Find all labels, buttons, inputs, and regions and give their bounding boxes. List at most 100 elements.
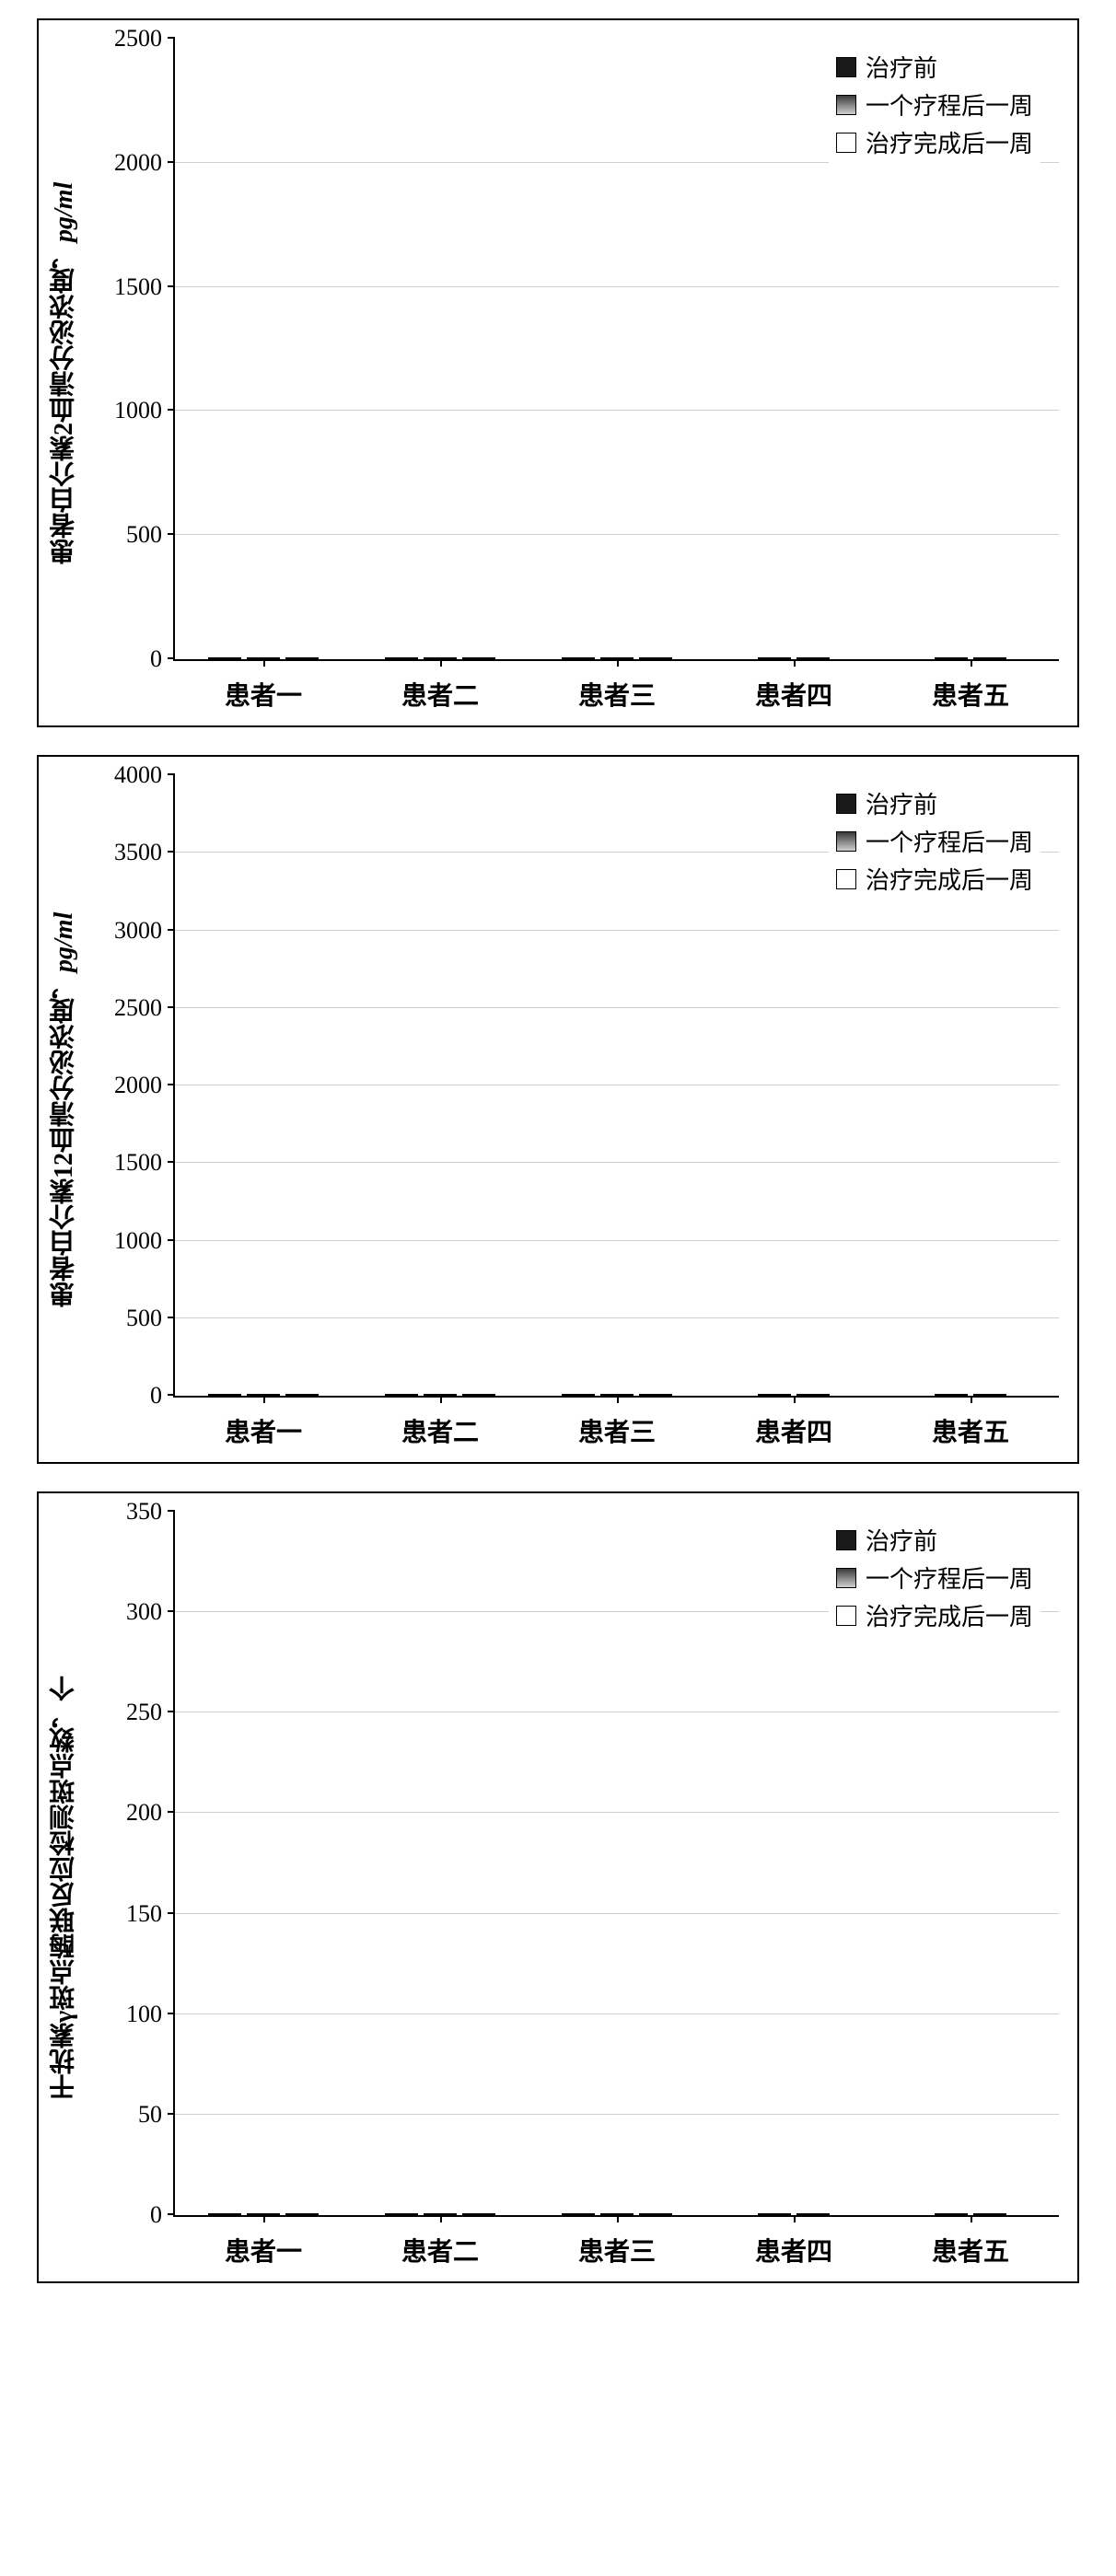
bar-after_all (462, 657, 495, 659)
y-tick-label: 150 (126, 1900, 175, 1928)
plot-outer: 05001000150020002500患者一患者二患者三患者四患者五治疗前一个… (90, 20, 1077, 725)
bar-group (175, 2213, 352, 2215)
x-tick-label: 患者五 (932, 2232, 1009, 2269)
y-tick-label: 3500 (114, 839, 175, 866)
bar-before (208, 657, 241, 659)
legend-swatch (836, 133, 856, 153)
y-tick-label: 3000 (114, 917, 175, 945)
bar-after_all (639, 657, 672, 659)
y-tick-label: 1500 (114, 1149, 175, 1177)
y-tick-label: 0 (150, 2201, 175, 2229)
bar-after_one (796, 2213, 830, 2215)
bar-after_one (973, 657, 1006, 659)
y-axis-label-text: 患者白介素2血清分泌浓度， (46, 242, 83, 564)
y-tick-label: 250 (126, 1699, 175, 1726)
bar-after_one (600, 1394, 634, 1396)
bar-after_one (424, 2213, 457, 2215)
y-tick-label: 350 (126, 1498, 175, 1526)
legend-item: 治疗前 (836, 786, 1033, 820)
y-tick-label: 0 (150, 645, 175, 673)
bar-after_all (285, 657, 319, 659)
bar-after_all (462, 1394, 495, 1396)
x-labels: 患者一患者二患者三患者四患者五 (175, 2232, 1059, 2269)
bar-group (705, 2213, 882, 2215)
x-labels: 患者一患者二患者三患者四患者五 (175, 676, 1059, 713)
bar-before (562, 1394, 595, 1396)
y-tick-label: 300 (126, 1598, 175, 1626)
plot-outer: 05001000150020002500300035004000患者一患者二患者… (90, 757, 1077, 1462)
bar-group (352, 1394, 529, 1396)
chart-panel-il2: 患者白介素2血清分泌浓度，pg/ml05001000150020002500患者… (37, 18, 1079, 727)
bar-after_one (796, 657, 830, 659)
x-tick-label: 患者四 (755, 1412, 832, 1449)
legend-label: 治疗前 (866, 786, 937, 820)
x-tick-label: 患者二 (401, 1412, 479, 1449)
y-tick-label: 100 (126, 2001, 175, 2028)
bar-group (882, 657, 1059, 659)
x-tick-label: 患者一 (225, 1412, 302, 1449)
x-tick-label: 患者二 (401, 2232, 479, 2269)
legend-label: 治疗前 (866, 50, 937, 84)
legend-label: 一个疗程后一周 (866, 87, 1033, 122)
y-tick-label: 500 (126, 521, 175, 549)
y-axis-label: 患者白介素2血清分泌浓度，pg/ml (39, 20, 90, 725)
x-tick-label: 患者一 (225, 2232, 302, 2269)
legend-swatch (836, 831, 856, 852)
x-tick-mark (440, 659, 442, 667)
x-tick-mark (617, 659, 619, 667)
legend-item: 治疗前 (836, 50, 1033, 84)
y-axis-label-text: 患者白介素12血清分泌浓度， (46, 972, 83, 1307)
bar-after_one (247, 657, 280, 659)
legend-label: 治疗完成后一周 (866, 1598, 1033, 1632)
x-tick-mark (263, 2215, 265, 2222)
bar-group (705, 657, 882, 659)
legend-item: 一个疗程后一周 (836, 87, 1033, 122)
y-tick-label: 2500 (114, 994, 175, 1022)
x-tick-label: 患者三 (578, 1412, 656, 1449)
y-tick-label: 1500 (114, 273, 175, 301)
bar-after_all (462, 2213, 495, 2215)
bar-after_all (285, 1394, 319, 1396)
bar-after_all (639, 2213, 672, 2215)
legend-item: 一个疗程后一周 (836, 1561, 1033, 1595)
x-labels: 患者一患者二患者三患者四患者五 (175, 1412, 1059, 1449)
legend-item: 治疗完成后一周 (836, 862, 1033, 896)
bar-before (208, 1394, 241, 1396)
bar-before (758, 1394, 791, 1396)
bar-group (352, 2213, 529, 2215)
y-tick-label: 0 (150, 1382, 175, 1410)
legend-label: 治疗前 (866, 1523, 937, 1557)
bar-group (882, 1394, 1059, 1396)
legend-swatch (836, 57, 856, 77)
y-tick-label: 2000 (114, 149, 175, 177)
x-tick-label: 患者二 (401, 676, 479, 713)
x-tick-label: 患者四 (755, 2232, 832, 2269)
x-tick-label: 患者三 (578, 676, 656, 713)
y-tick-label: 4000 (114, 761, 175, 789)
legend-label: 一个疗程后一周 (866, 824, 1033, 858)
plot-outer: 050100150200250300350患者一患者二患者三患者四患者五治疗前一… (90, 1493, 1077, 2281)
legend-label: 一个疗程后一周 (866, 1561, 1033, 1595)
bar-after_all (639, 1394, 672, 1396)
x-tick-mark (263, 659, 265, 667)
bar-before (562, 657, 595, 659)
legend-label: 治疗完成后一周 (866, 862, 1033, 896)
x-tick-mark (263, 1396, 265, 1403)
legend-item: 治疗前 (836, 1523, 1033, 1557)
bar-before (208, 2213, 241, 2215)
x-tick-mark (794, 2215, 796, 2222)
legend-swatch (836, 1530, 856, 1550)
legend-swatch (836, 1568, 856, 1588)
bar-after_one (796, 1394, 830, 1396)
legend: 治疗前一个疗程后一周治疗完成后一周 (829, 1519, 1040, 1640)
y-axis-label: 患者白介素12血清分泌浓度，pg/ml (39, 757, 90, 1462)
y-axis-label-text: 干扰素γ斑点酶联反应检测斑点数，个 (46, 1675, 83, 2099)
bar-before (935, 657, 968, 659)
y-axis-label: 干扰素γ斑点酶联反应检测斑点数，个 (39, 1493, 90, 2281)
bar-after_one (247, 2213, 280, 2215)
x-tick-mark (971, 2215, 972, 2222)
bar-group (529, 2213, 705, 2215)
bar-after_one (247, 1394, 280, 1396)
bar-group (175, 1394, 352, 1396)
legend: 治疗前一个疗程后一周治疗完成后一周 (829, 783, 1040, 903)
